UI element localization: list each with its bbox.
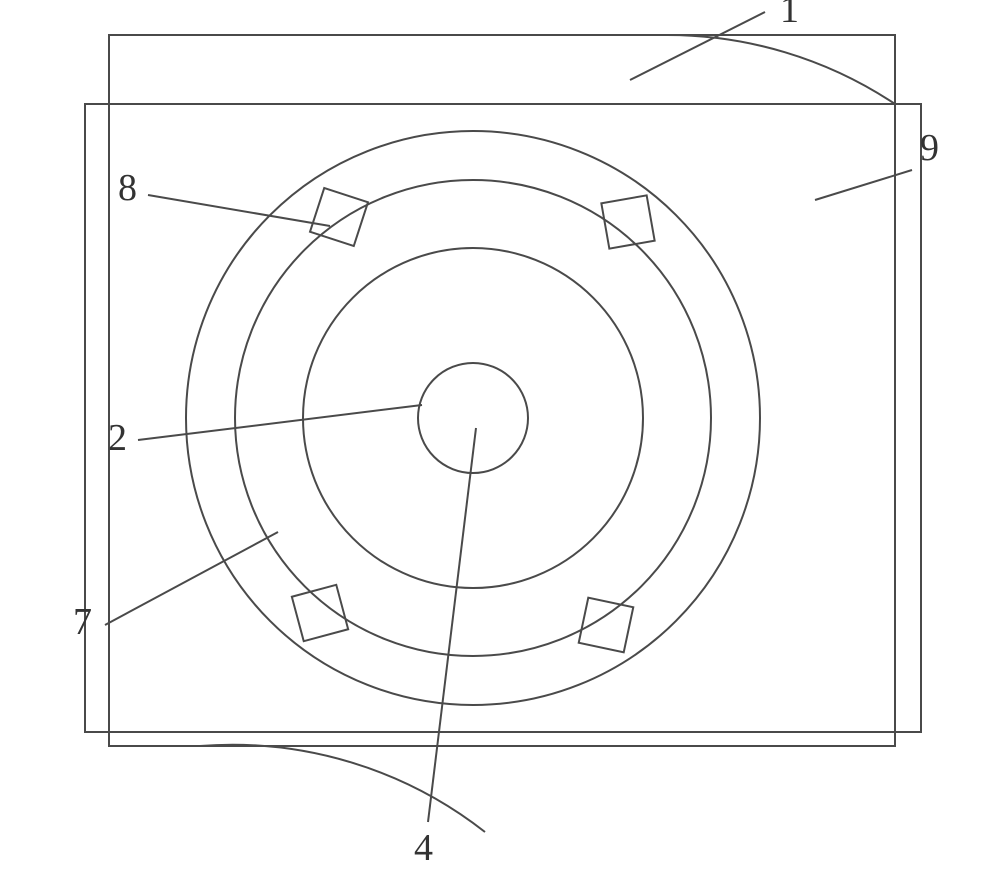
label-1: 1 xyxy=(780,0,799,31)
label-8: 8 xyxy=(118,167,137,209)
label-9: 9 xyxy=(920,127,939,169)
label-4: 4 xyxy=(414,827,433,869)
label-2: 2 xyxy=(108,417,127,459)
label-7: 7 xyxy=(73,601,92,643)
